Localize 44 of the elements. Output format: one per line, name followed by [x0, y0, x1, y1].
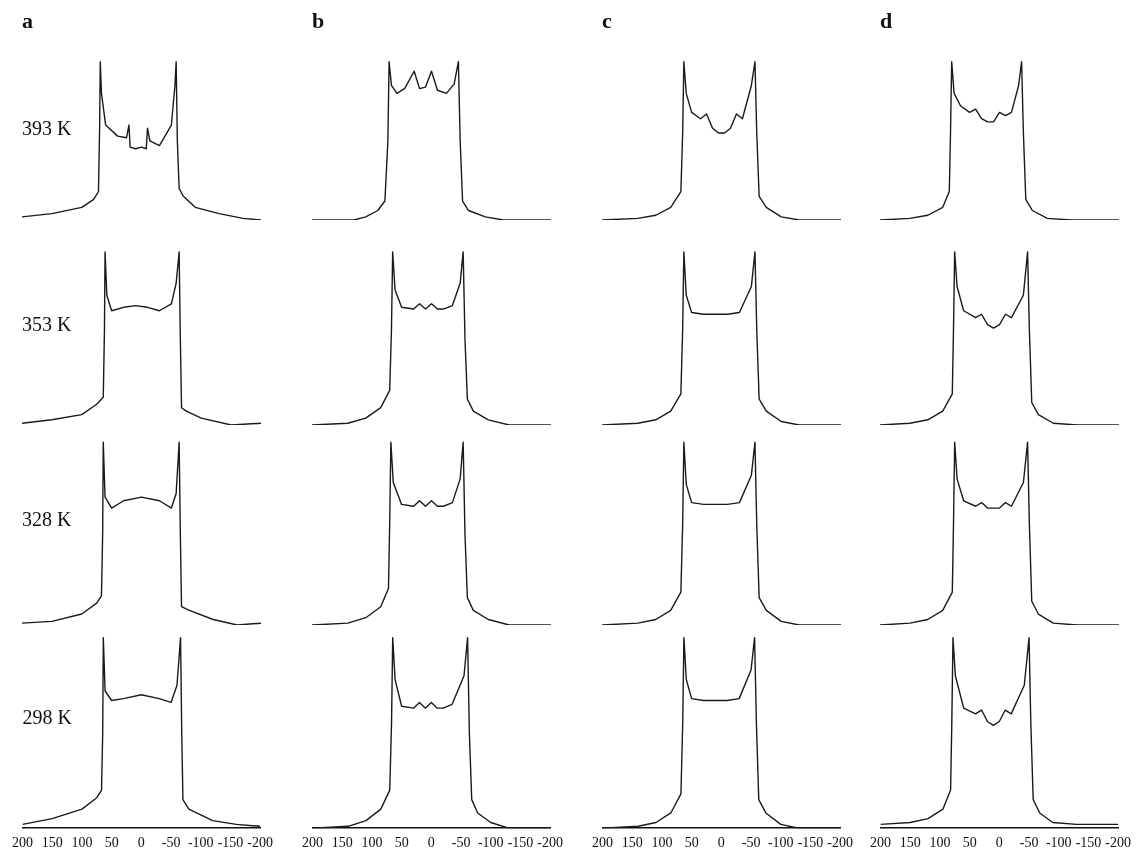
x-tick-label: 50 — [394, 835, 409, 851]
x-tick-label: -100 — [187, 835, 214, 851]
x-tick-label: 50 — [962, 835, 977, 851]
x-tick-label: -50 — [161, 835, 181, 851]
x-tick-label: 200 — [302, 835, 323, 851]
x-tick-label: -150 — [507, 835, 534, 851]
x-tick-label: 100 — [361, 835, 383, 851]
x-tick-label: 150 — [899, 835, 921, 851]
y-axis-title: 298 K — [22, 706, 73, 729]
x-tick-label: 100 — [929, 835, 951, 851]
x-tick-label: -150 — [1075, 835, 1102, 851]
x-tick-label: -200 — [1105, 835, 1131, 851]
x-tick-label: 150 — [331, 835, 353, 851]
chart-title: a — [22, 7, 33, 33]
x-tick-label: -50 — [741, 835, 761, 851]
x-tick-label: 0 — [717, 835, 725, 851]
chart-title: d — [880, 7, 893, 33]
chart-title: c — [602, 7, 612, 33]
x-tick-label: 200 — [870, 835, 891, 851]
x-tick-label: -100 — [1045, 835, 1072, 851]
x-tick-label: -100 — [477, 835, 504, 851]
x-tick-label: 100 — [71, 835, 93, 851]
x-tick-label: 50 — [104, 835, 119, 851]
x-tick-label: 150 — [621, 835, 643, 851]
x-tick-label: 200 — [12, 835, 33, 851]
x-tick-label: -200 — [827, 835, 853, 851]
x-tick-label: -50 — [451, 835, 471, 851]
x-tick-label: -50 — [1019, 835, 1039, 851]
x-tick-label: 200 — [592, 835, 613, 851]
y-axis-title: 393 K — [22, 116, 72, 139]
x-tick-label: 0 — [137, 835, 145, 851]
x-tick-label: 150 — [41, 835, 63, 851]
x-tick-label: 0 — [995, 835, 1003, 851]
x-tick-label: -200 — [247, 835, 273, 851]
x-tick-label: -150 — [217, 835, 244, 851]
x-tick-label: -150 — [797, 835, 824, 851]
y-axis-title: 353 K — [22, 313, 72, 336]
x-tick-label: -100 — [767, 835, 794, 851]
x-tick-label: -200 — [537, 835, 563, 851]
y-axis-title: 328 K — [22, 507, 72, 530]
x-tick-label: 0 — [427, 835, 435, 851]
x-tick-label: 100 — [651, 835, 673, 851]
chart-title: b — [312, 7, 325, 33]
x-tick-label: 50 — [684, 835, 699, 851]
